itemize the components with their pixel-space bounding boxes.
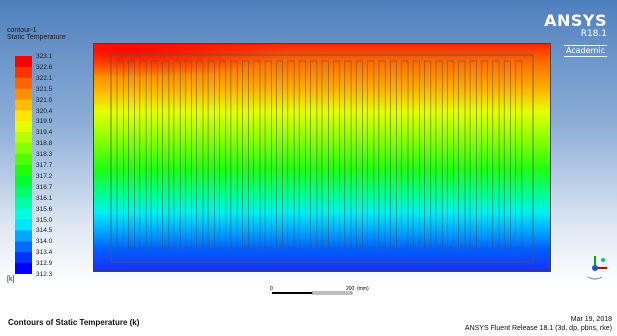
legend-level-label: 321.0 (36, 96, 53, 104)
fin (276, 60, 283, 249)
fin (230, 60, 238, 249)
fin (412, 60, 420, 249)
legend-band (15, 143, 32, 155)
contour-name: contour-1 (7, 27, 37, 34)
fin (515, 60, 523, 249)
logo-edition: Academic (563, 45, 607, 57)
plot-date: Mar 19, 2018 (570, 316, 612, 323)
legend-band (15, 175, 32, 188)
fin (219, 60, 227, 249)
contour-plot (93, 43, 551, 272)
legend-level-label: 312.3 (36, 271, 53, 278)
legend-level-label: 318.8 (36, 140, 53, 148)
legend-level-label: 319.4 (36, 129, 53, 137)
scale-bar: 0 200 (mm) (270, 286, 369, 295)
legend-band (15, 99, 32, 111)
legend-band (15, 121, 32, 133)
legend-band (15, 263, 32, 274)
legend-level-label: 314.5 (36, 227, 53, 235)
legend-band (15, 186, 32, 198)
fin (139, 60, 147, 249)
plot-title: Contours of Static Temperature (k) (8, 318, 140, 327)
legend-level-label: 316.7 (36, 183, 53, 191)
fin-base-outline (110, 54, 534, 263)
scale-unit-label: (mm) (357, 286, 369, 292)
legend-band (15, 197, 32, 209)
fin (264, 60, 272, 249)
legend-band (15, 241, 32, 253)
legend-level-label: 314.0 (36, 238, 53, 246)
legend-level-label: 323.1 (36, 53, 53, 60)
legend-band (15, 230, 32, 242)
legend-level-label: 322.6 (36, 63, 53, 71)
fin (298, 60, 306, 249)
legend-band (15, 208, 32, 220)
fin (355, 60, 363, 249)
scale-start-label: 0 (270, 286, 273, 292)
fin (150, 60, 158, 249)
legend-level-label: 317.2 (36, 172, 53, 180)
legend-level-label: 320.4 (36, 107, 53, 115)
legend-level-label: 315.0 (36, 216, 53, 224)
fin (173, 60, 181, 249)
fin (321, 60, 329, 249)
axis-triad-icon[interactable] (580, 252, 610, 282)
fin (116, 60, 124, 249)
fin (196, 60, 204, 249)
fin (333, 60, 340, 249)
solver-release: ANSYS Fluent Release 18.1 (3d, dp, pbns,… (464, 325, 612, 332)
legend-band (15, 77, 32, 89)
fin (469, 60, 477, 249)
logo-brand: ANSYS (544, 11, 607, 30)
fin (128, 60, 136, 249)
legend-level-label: 321.5 (36, 85, 53, 93)
legend-unit: [k] (7, 276, 15, 283)
fin (424, 60, 432, 249)
legend-level-label: 312.9 (36, 260, 53, 268)
legend-band (15, 165, 32, 177)
fin (435, 60, 443, 249)
legend-band (15, 154, 32, 166)
fin (162, 60, 170, 249)
fin (253, 60, 261, 249)
fin (492, 60, 500, 249)
logo-release: R18.1 (580, 29, 607, 39)
legend-level-label: 313.4 (36, 249, 53, 257)
legend-level-label: 319.9 (36, 118, 53, 126)
fin (367, 60, 375, 249)
legend-level-label: 322.1 (36, 74, 53, 82)
fin (446, 60, 454, 249)
legend-band (15, 252, 32, 264)
legend-band (15, 132, 32, 144)
fin (401, 60, 409, 249)
legend-level-label: 318.3 (36, 151, 53, 159)
ansys-logo: ANSYS R18.1 Academic (544, 12, 607, 58)
legend-band (15, 219, 32, 231)
fin (458, 60, 466, 249)
fin (185, 60, 192, 249)
graphics-viewport[interactable]: contour-1 Static Temperature 323.1 322.6 3… (0, 0, 617, 284)
contour-field-name: Static Temperature (7, 34, 66, 41)
fin (389, 60, 397, 249)
color-legend (15, 56, 32, 274)
fin (242, 60, 249, 249)
fin (287, 60, 295, 249)
legend-level-label: 317.7 (36, 162, 53, 169)
legend-band (15, 88, 32, 100)
fin (481, 60, 488, 249)
scale-end-label: 200 (346, 286, 355, 292)
legend-band (15, 56, 32, 68)
legend-band (15, 110, 32, 122)
fin (207, 60, 215, 249)
fin (344, 60, 352, 249)
fin (503, 60, 511, 249)
fin-array (110, 54, 534, 263)
legend-band (15, 66, 32, 79)
legend-labels: 323.1 322.6 322.1 321.5 321.0 320.4 319.9 319.4… (36, 53, 76, 278)
legend-level-label: 315.6 (36, 205, 53, 213)
legend-level-label: 316.1 (36, 194, 53, 202)
fin (310, 60, 318, 249)
fin (378, 60, 386, 249)
domain-outline (93, 43, 551, 272)
